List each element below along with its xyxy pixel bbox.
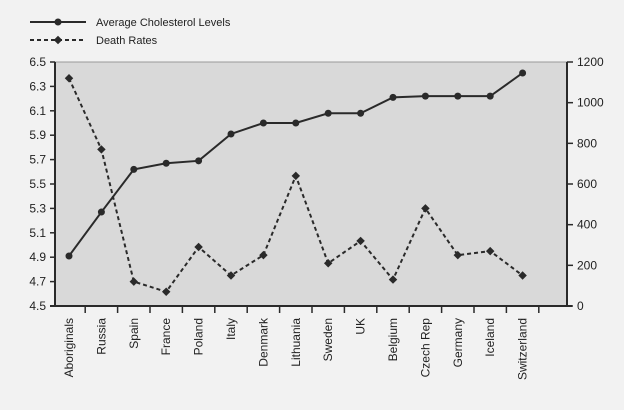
category-label: Denmark <box>256 317 270 367</box>
category-label: Italy <box>224 318 238 340</box>
cholesterol-point <box>519 69 527 77</box>
right-tick-label: 200 <box>577 258 597 272</box>
category-label: Germany <box>451 318 465 367</box>
cholesterol-point <box>130 165 138 173</box>
cholesterol-point <box>195 157 203 165</box>
left-tick-label: 5.1 <box>29 226 46 240</box>
right-tick-label: 0 <box>577 299 584 313</box>
legend: Average Cholesterol Levels Death Rates <box>30 17 231 47</box>
death-rate-point <box>226 271 236 280</box>
death-rate-point <box>421 204 430 213</box>
cholesterol-point <box>357 109 365 117</box>
left-tick-label: 4.5 <box>29 299 46 313</box>
left-tick-label: 4.7 <box>29 275 46 289</box>
left-tick-label: 4.9 <box>29 250 46 264</box>
cholesterol-point <box>454 92 462 100</box>
left-tick-label: 5.7 <box>29 153 46 167</box>
right-tick-label: 1200 <box>577 55 604 69</box>
legend-label: Average Cholesterol Levels <box>96 17 231 29</box>
cholesterol-point <box>227 130 235 138</box>
death-rate-point <box>356 236 365 246</box>
cholesterol-point <box>97 208 105 216</box>
cholesterol-point <box>259 119 267 127</box>
death-rate-point <box>64 74 74 83</box>
left-tick-label: 6.5 <box>29 55 46 69</box>
left-tick-label: 5.5 <box>29 177 46 191</box>
legend-marker <box>53 35 63 45</box>
legend-marker <box>54 18 62 26</box>
death-rate-point <box>453 250 463 260</box>
death-rate-point <box>388 275 398 284</box>
legend-label: Death Rates <box>96 35 158 47</box>
category-label: Sweden <box>321 318 335 361</box>
category-label: Poland <box>192 318 206 355</box>
death-rate-point <box>161 287 171 297</box>
death-rate-point <box>259 250 268 260</box>
category-label: Spain <box>127 318 141 349</box>
death-rate-point <box>518 271 527 280</box>
death-rate-point <box>129 277 139 286</box>
death-rate-point <box>291 171 301 181</box>
cholesterol-point <box>324 109 332 117</box>
category-label: Czech Rep <box>418 318 432 378</box>
cholesterol-point <box>65 252 73 260</box>
left-tick-label: 6.3 <box>29 79 46 93</box>
category-label: Russia <box>94 318 108 355</box>
category-label: UK <box>354 318 368 335</box>
cholesterol-point <box>389 93 397 101</box>
death-rate-point <box>485 246 495 256</box>
left-tick-label: 5.9 <box>29 128 46 142</box>
category-label: Belgium <box>386 318 400 361</box>
cholesterol-point <box>292 119 300 127</box>
cholesterol-point <box>162 159 170 167</box>
category-label: Aboriginals <box>62 318 76 377</box>
plot-area <box>55 62 567 306</box>
right-tick-label: 800 <box>577 136 597 150</box>
right-tick-label: 600 <box>577 177 597 191</box>
category-label: Iceland <box>483 318 497 357</box>
cholesterol-point <box>421 92 429 100</box>
left-tick-label: 6.1 <box>29 104 46 118</box>
right-tick-label: 400 <box>577 218 597 232</box>
cholesterol-point <box>486 92 494 100</box>
category-label: Switzerland <box>516 318 530 380</box>
death-rate-point <box>194 242 203 252</box>
category-label: Lithuania <box>289 318 303 367</box>
category-label: France <box>159 318 173 356</box>
left-tick-label: 5.3 <box>29 201 46 215</box>
death-rate-point <box>97 145 106 154</box>
right-tick-label: 1000 <box>577 96 604 110</box>
death-rate-point <box>323 259 333 268</box>
